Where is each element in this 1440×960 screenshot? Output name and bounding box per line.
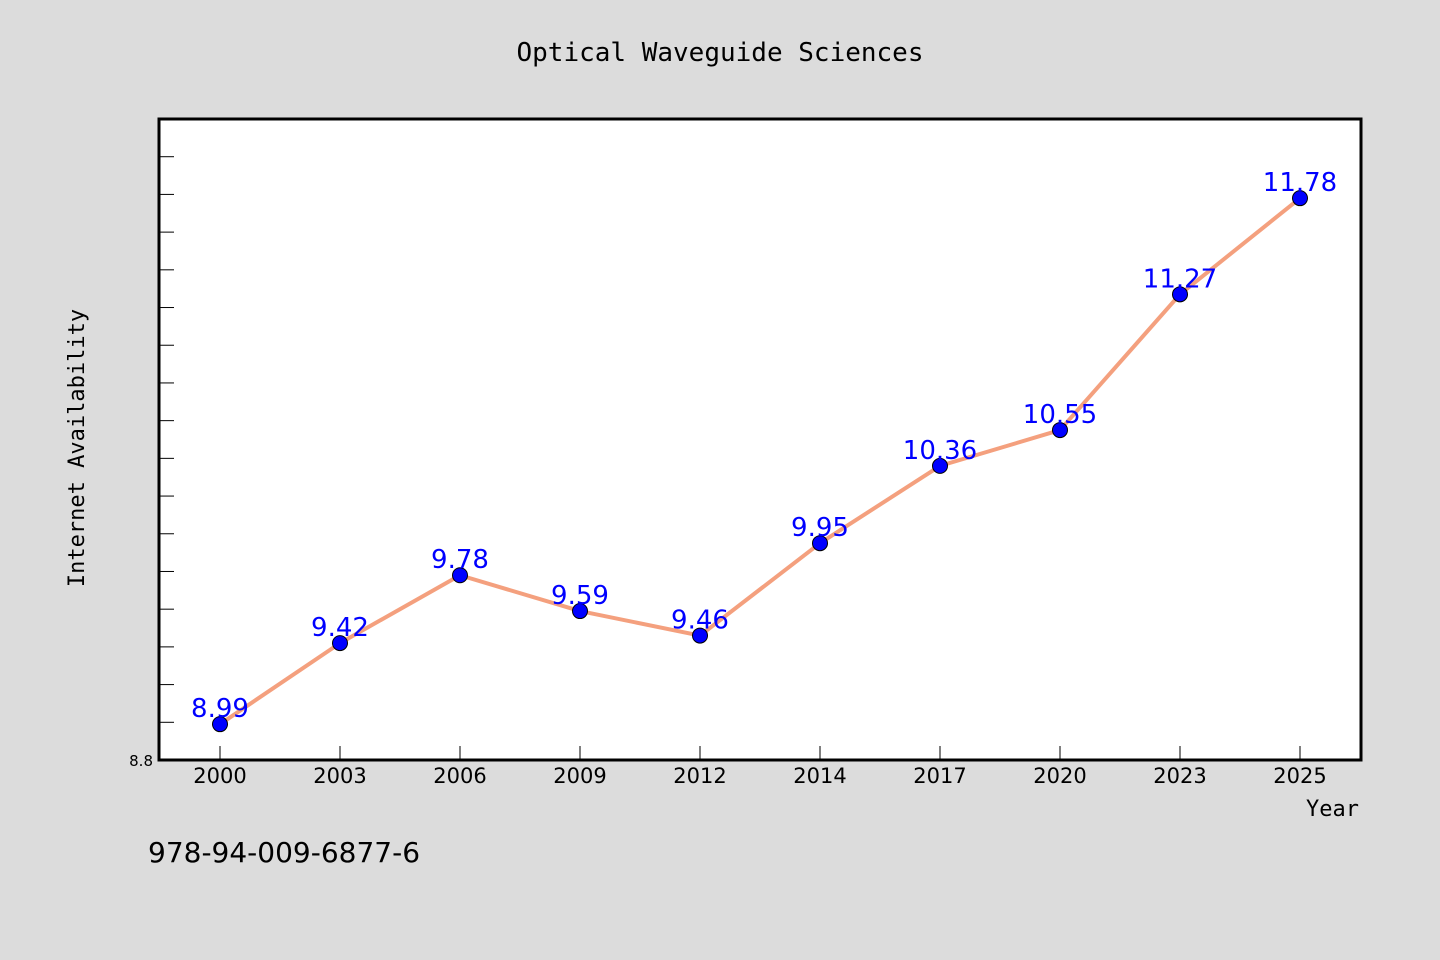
x-tick-label: 2006 bbox=[433, 764, 486, 788]
data-point bbox=[212, 716, 228, 733]
data-label: 11.78 bbox=[1263, 168, 1337, 198]
data-point bbox=[1292, 190, 1308, 207]
data-label: 11.27 bbox=[1143, 264, 1217, 294]
x-tick-label: 2009 bbox=[553, 764, 606, 788]
y-axis-ticks bbox=[159, 156, 174, 723]
data-label: 9.95 bbox=[791, 513, 849, 543]
x-axis-ticks: 2000 2003 2006 2009 2012 2014 2017 2020 2023 2025 bbox=[193, 746, 1327, 788]
x-tick-label: 2000 bbox=[193, 764, 246, 788]
data-label: 9.59 bbox=[551, 581, 609, 611]
x-tick-label: 2020 bbox=[1033, 764, 1086, 788]
data-point bbox=[1052, 422, 1068, 439]
chart-title: Optical Waveguide Sciences bbox=[517, 38, 924, 68]
isbn-text: 978-94-009-6877-6 bbox=[148, 836, 420, 869]
series-line bbox=[218, 196, 1302, 726]
data-point bbox=[332, 635, 348, 652]
series-group: 8.99 9.42 9.78 9.59 9.46 9.95 10.36 10.55 11.27 1… bbox=[191, 168, 1337, 733]
x-tick-label: 2017 bbox=[913, 764, 966, 788]
data-label: 8.99 bbox=[191, 694, 249, 724]
x-tick-label: 2003 bbox=[313, 764, 366, 788]
data-label: 10.36 bbox=[903, 436, 977, 466]
data-point bbox=[452, 567, 468, 584]
data-point bbox=[692, 627, 708, 644]
data-label: 9.46 bbox=[671, 606, 729, 636]
x-axis-label: Year bbox=[1306, 797, 1359, 822]
x-tick-label: 2023 bbox=[1153, 764, 1206, 788]
x-tick-label: 2025 bbox=[1273, 764, 1326, 788]
data-point bbox=[812, 535, 828, 552]
x-tick-label: 2012 bbox=[673, 764, 726, 788]
data-point bbox=[572, 603, 588, 620]
data-label: 9.42 bbox=[311, 613, 369, 643]
data-label: 9.78 bbox=[431, 545, 489, 575]
y-axis-label: Internet Availability bbox=[65, 309, 90, 587]
data-point bbox=[1172, 286, 1188, 303]
data-point bbox=[932, 457, 948, 474]
x-tick-label: 2014 bbox=[793, 764, 846, 788]
plot-area bbox=[157, 117, 1363, 762]
y-tick-label: 8.8 bbox=[129, 752, 153, 770]
data-label: 10.55 bbox=[1023, 400, 1097, 430]
